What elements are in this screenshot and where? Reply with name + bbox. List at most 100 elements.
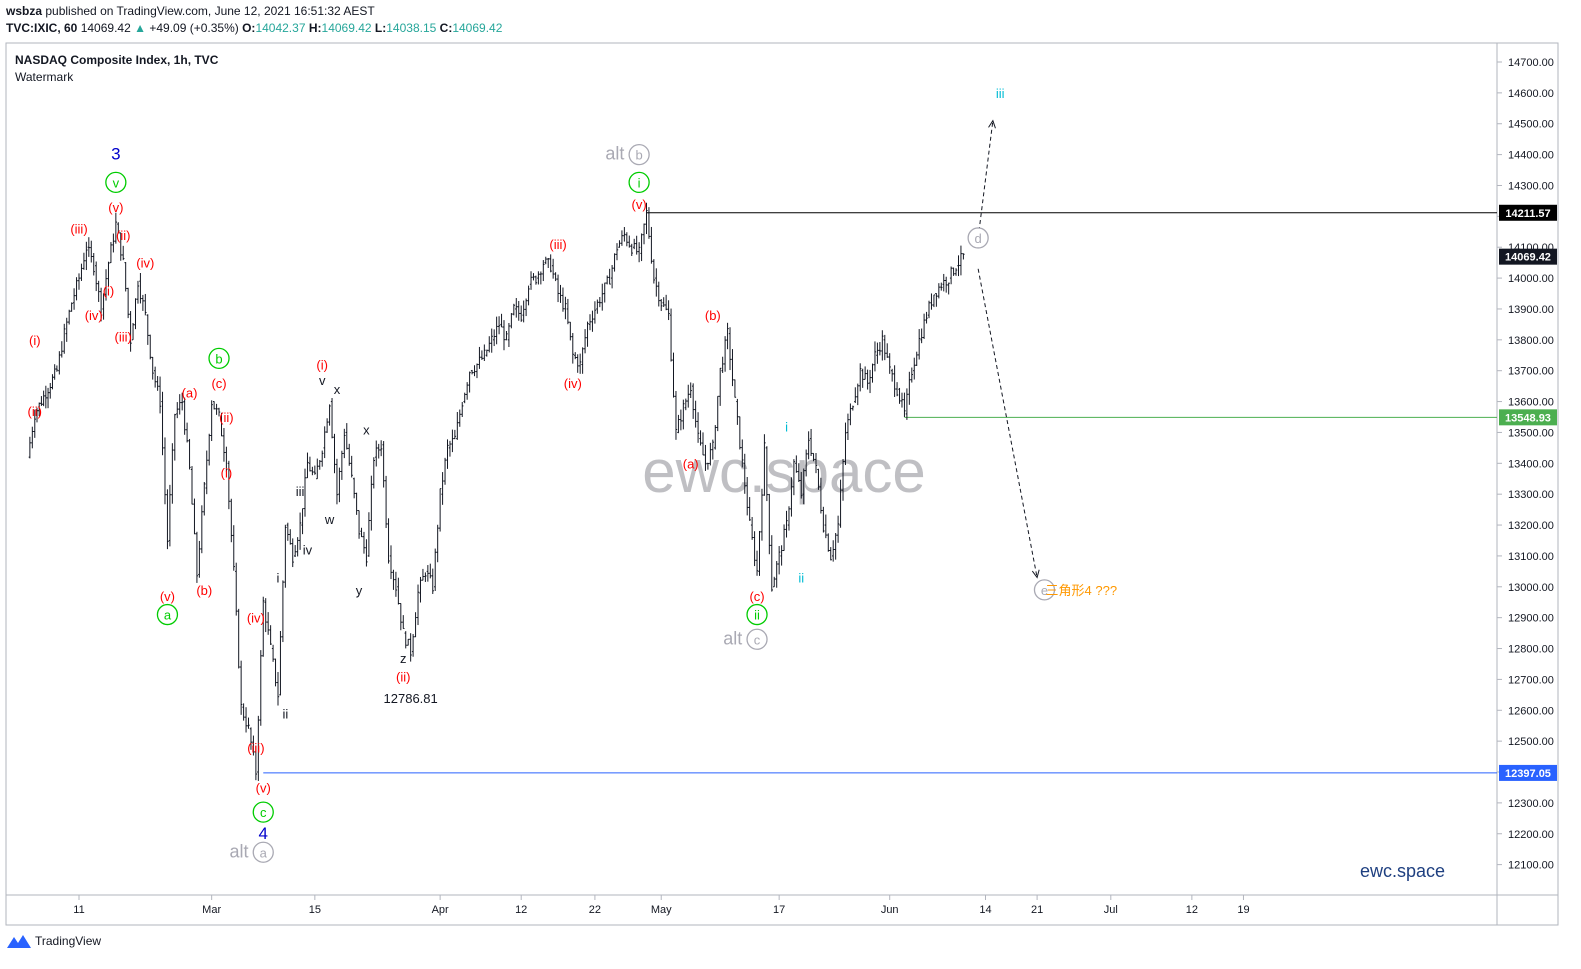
candle <box>350 455 353 478</box>
low-value: 14038.15 <box>386 21 437 35</box>
candle <box>922 313 926 339</box>
candle <box>227 460 231 510</box>
candle <box>168 484 172 547</box>
candle <box>839 479 842 528</box>
candle <box>429 563 432 579</box>
candle <box>716 395 719 432</box>
candle <box>286 522 290 541</box>
wave-label: (i) <box>221 466 233 481</box>
candle <box>598 297 602 308</box>
candle <box>104 269 108 301</box>
candle <box>962 253 965 260</box>
candle <box>200 505 204 554</box>
candle <box>67 309 71 325</box>
candle <box>787 506 791 531</box>
candle <box>551 258 555 279</box>
candle <box>419 576 422 603</box>
y-tick-label: 12800.00 <box>1508 644 1554 656</box>
y-tick-label: 14500.00 <box>1508 119 1554 131</box>
candle <box>795 455 798 473</box>
wave-label: (ii) <box>219 410 233 425</box>
candle <box>610 265 614 289</box>
candle <box>434 548 437 591</box>
wave-circle <box>628 143 650 166</box>
candle <box>959 245 963 276</box>
up-arrow-icon: ▲ <box>134 21 146 35</box>
price-axis[interactable]: 14700.00 14600.00 14500.00 14400.00 14300.00… <box>1497 57 1554 872</box>
candle <box>586 321 589 347</box>
candle <box>755 550 759 576</box>
time-axis[interactable]: 11 Mar 15 Apr 12 22 May 17 Jun 14 21 Jul 12 19 <box>73 895 1250 916</box>
candle <box>124 262 127 292</box>
candle <box>937 283 941 299</box>
candle <box>365 539 368 567</box>
price-badge <box>1499 764 1557 781</box>
candle <box>623 227 626 242</box>
candle <box>244 707 248 733</box>
wave-label: (iv) <box>564 376 582 391</box>
horizontal-lines <box>263 212 1497 774</box>
candle <box>765 446 769 502</box>
candle <box>664 294 668 311</box>
candle <box>33 409 36 438</box>
candle <box>311 466 314 476</box>
candle <box>355 492 358 515</box>
candle <box>208 433 211 466</box>
candle <box>628 235 631 248</box>
candle <box>633 238 636 250</box>
candle <box>895 382 899 397</box>
candle <box>881 330 884 361</box>
candle <box>500 313 503 328</box>
published-text: published on TradingView.com, June 12, 2… <box>45 4 375 18</box>
candle <box>502 320 506 351</box>
wave-label: (v) <box>256 780 271 795</box>
candle <box>566 298 570 325</box>
candle <box>738 416 742 450</box>
candle <box>409 633 412 662</box>
candle <box>70 302 73 312</box>
y-tick-label: 12900.00 <box>1508 613 1554 625</box>
candle <box>817 468 820 490</box>
candle <box>949 266 953 285</box>
candle <box>163 437 167 505</box>
candle <box>249 727 253 750</box>
candle <box>814 452 818 474</box>
candle <box>443 457 447 485</box>
y-tick-label: 13000.00 <box>1508 582 1554 594</box>
candle <box>866 369 869 390</box>
tradingview-logo[interactable]: TradingView <box>7 934 101 948</box>
wave-label: x <box>363 422 370 437</box>
candle <box>507 322 511 348</box>
candle <box>456 412 459 440</box>
candle <box>677 414 680 434</box>
candle <box>930 293 933 310</box>
wave-labels: 3v(v)(iii) (ii)(iv)(i)(iv)(iii)(i)(ii)(a)… <box>28 86 1117 863</box>
wave-label: iii <box>996 86 1005 101</box>
candle <box>220 412 223 437</box>
candle <box>748 497 751 521</box>
candle <box>672 352 675 398</box>
x-tick-label: 12 <box>515 904 527 916</box>
publish-line: wsbza published on TradingView.com, June… <box>6 4 375 18</box>
candle <box>102 293 105 320</box>
candle <box>669 308 673 362</box>
candle <box>222 427 226 462</box>
wave-circle <box>746 603 768 626</box>
candle <box>829 547 832 561</box>
candle <box>198 540 201 578</box>
candle <box>77 273 81 290</box>
wave-label: w <box>324 512 335 527</box>
candle <box>800 471 803 499</box>
candle <box>620 230 624 246</box>
wave-label: 3 <box>111 145 120 164</box>
candle <box>107 261 110 288</box>
wave-label: z <box>400 651 407 666</box>
y-tick-label: 14300.00 <box>1508 180 1554 192</box>
projection-line <box>977 120 994 239</box>
wave-label: alt <box>723 628 742 648</box>
candle <box>370 475 373 531</box>
candle <box>301 508 304 535</box>
candle <box>90 240 93 263</box>
candle <box>893 365 896 397</box>
